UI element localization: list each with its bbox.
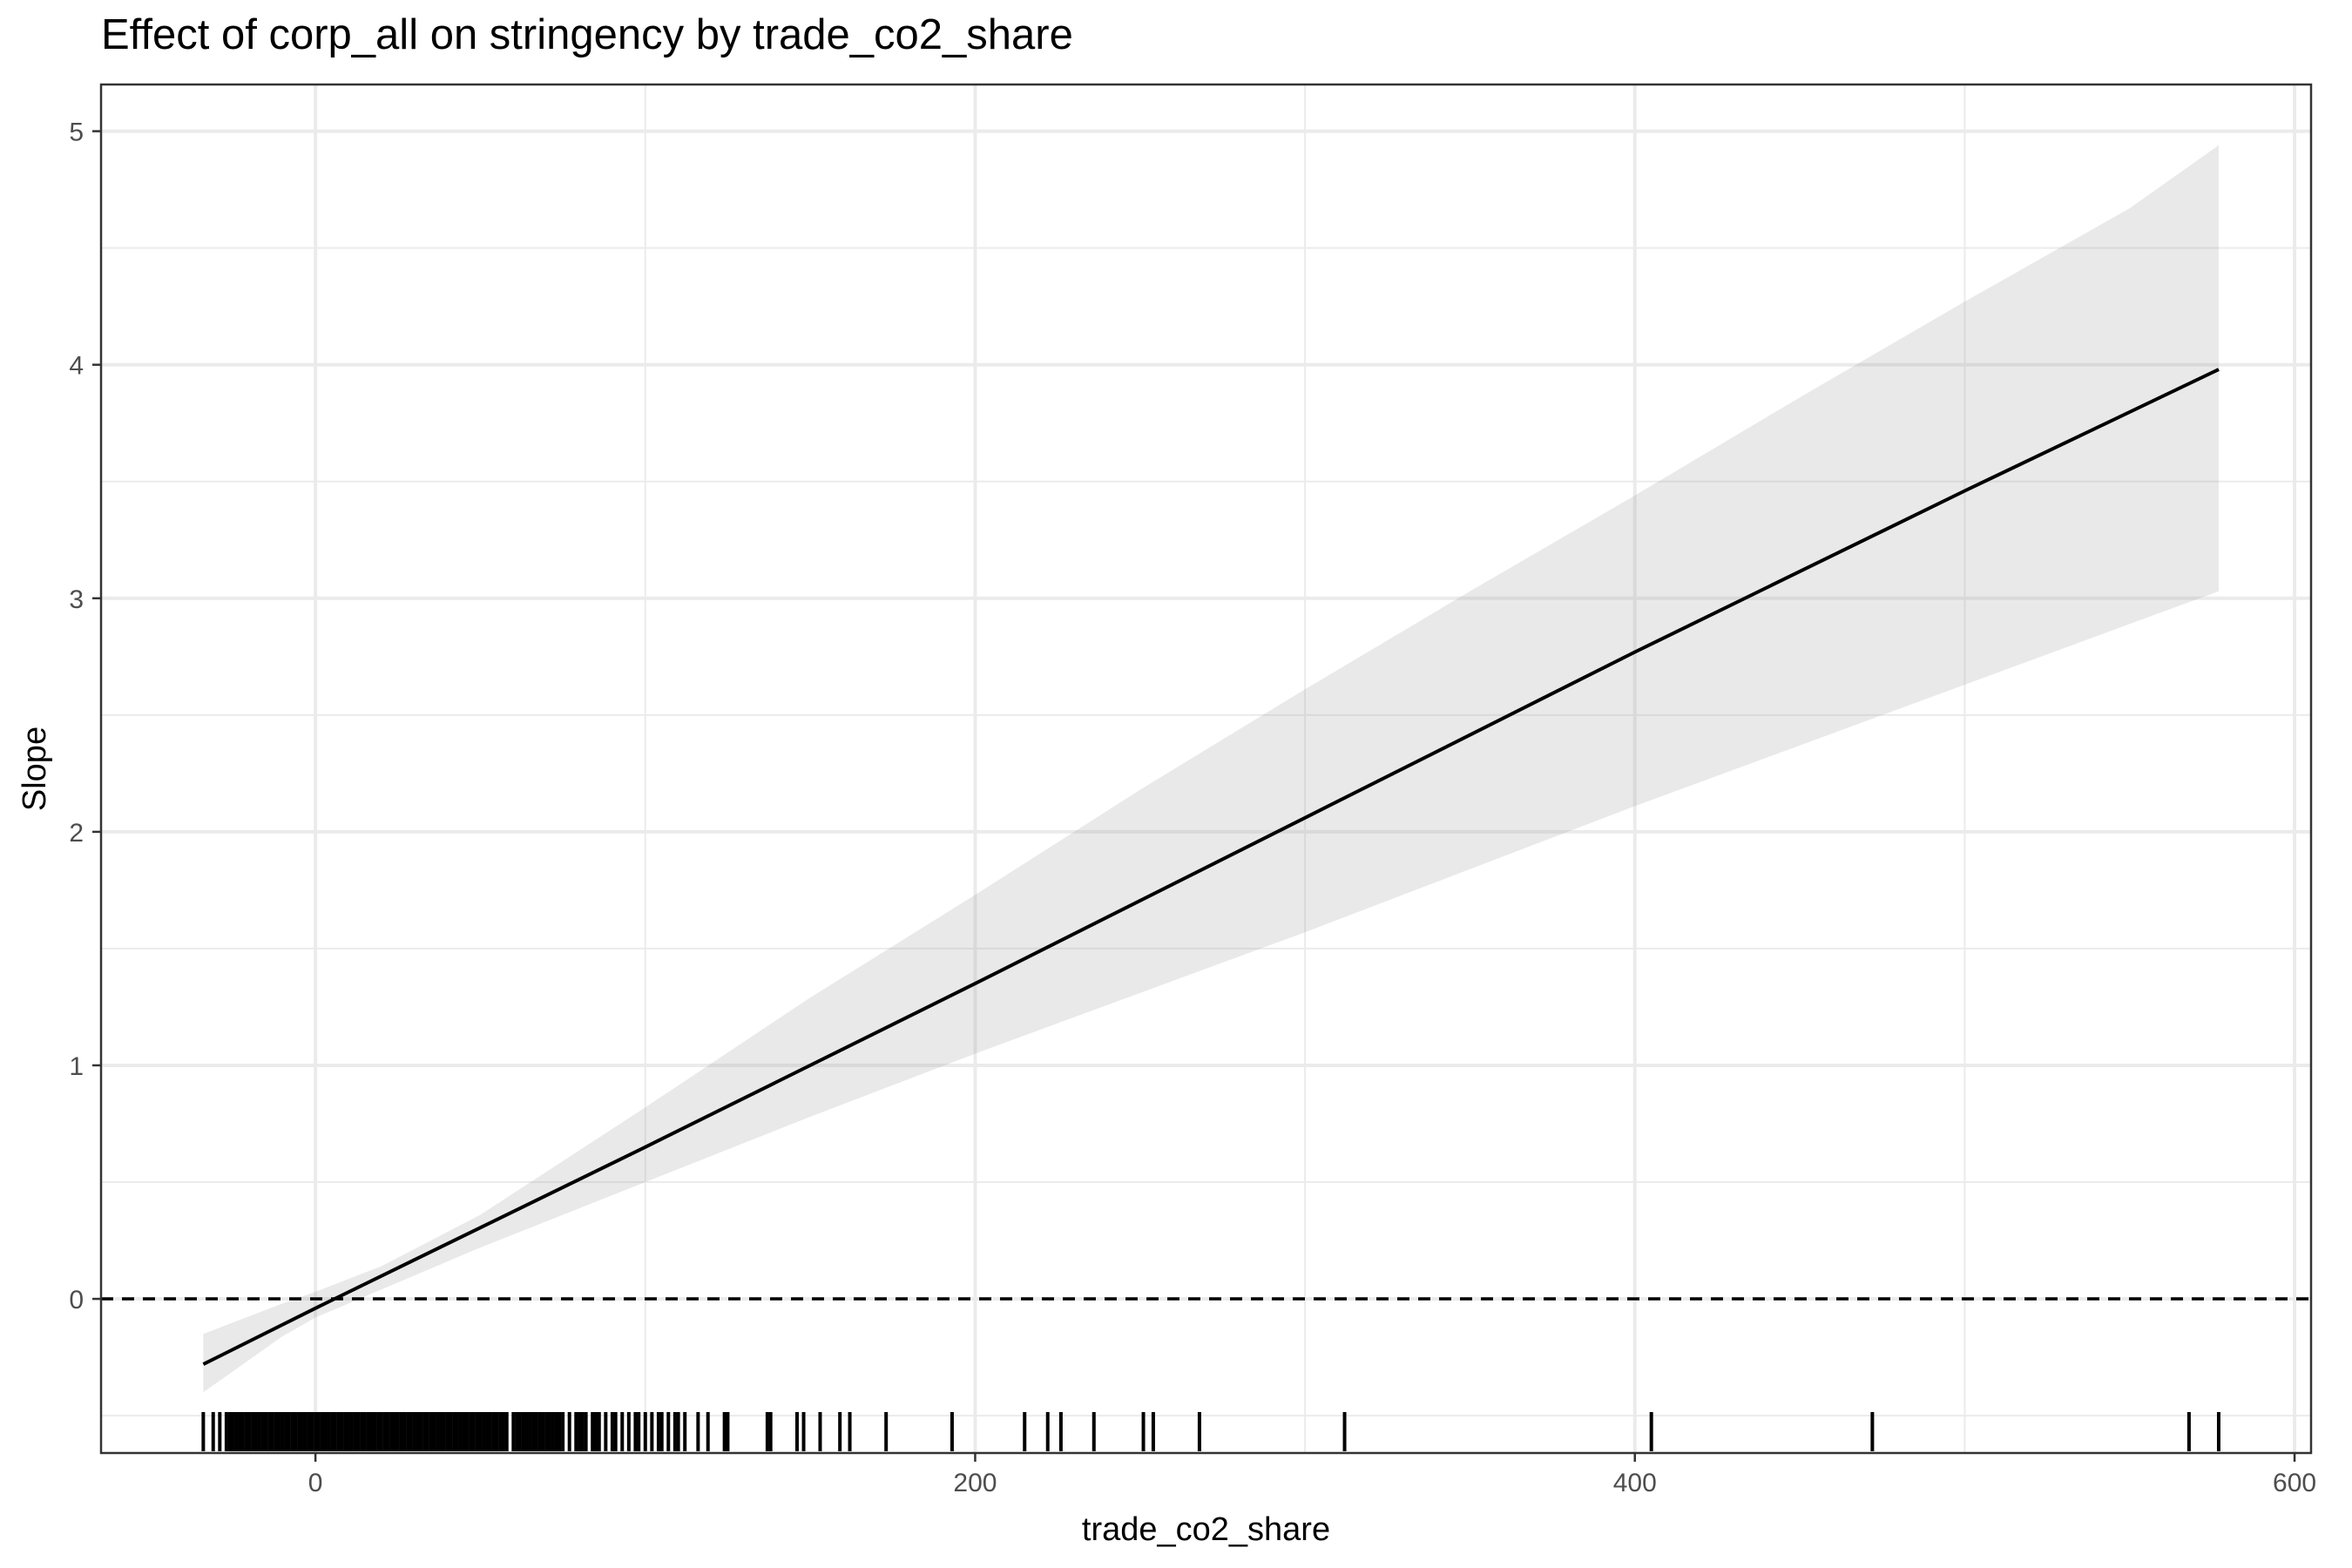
chart-title: Effect of corp_all on stringency by trad… <box>101 11 1073 58</box>
y-axis-title: Slope <box>17 727 53 811</box>
y-tick-label: 2 <box>69 819 84 848</box>
y-axis: 0 1 2 3 4 5 <box>69 118 101 1315</box>
panel-border <box>99 83 2313 1455</box>
y-tick-label: 3 <box>69 585 84 614</box>
confidence-band <box>203 145 2220 1393</box>
y-tick-label: 4 <box>69 352 84 381</box>
x-axis: 0 200 400 600 <box>308 1453 2316 1497</box>
confidence-band-layer <box>203 145 2220 1393</box>
y-tick-label: 1 <box>69 1052 84 1081</box>
x-tick-label: 200 <box>953 1469 997 1497</box>
series-line-layer <box>202 368 2220 1366</box>
rug-layer <box>201 1412 2220 1451</box>
y-tick-label: 0 <box>69 1286 84 1315</box>
x-tick-label: 600 <box>2273 1469 2316 1497</box>
panel-border-layer <box>99 83 2313 1455</box>
series-line <box>202 368 2220 1366</box>
y-tick-label: 5 <box>69 118 84 147</box>
x-tick-label: 400 <box>1613 1469 1657 1497</box>
grid-major <box>101 84 2311 1453</box>
x-axis-title: trade_co2_share <box>1082 1511 1330 1548</box>
x-tick-label: 0 <box>308 1469 323 1497</box>
